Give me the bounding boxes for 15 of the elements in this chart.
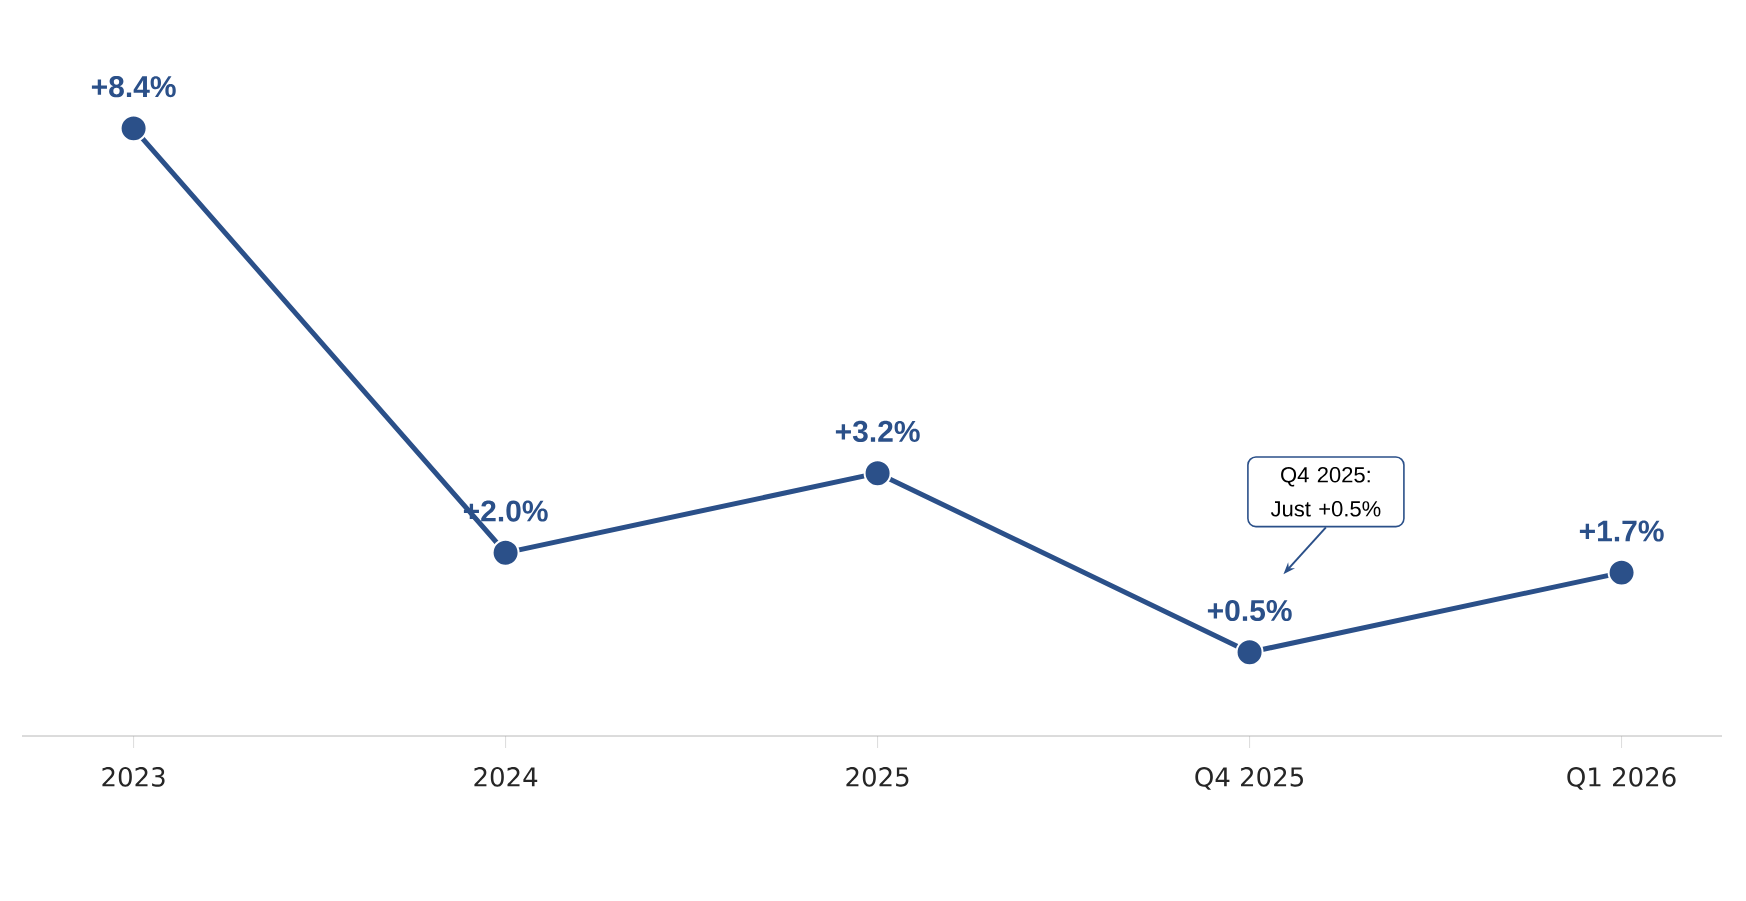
point [1607,558,1636,587]
point [863,459,892,488]
x-tick-label: 2025 [846,767,909,787]
annotation: Q4 2025: Just +0.5% [1270,467,1381,517]
data-label: +1.7% [1579,520,1664,542]
data-label: +3.2% [835,420,920,443]
data-label: +8.4% [91,76,176,98]
point [119,114,148,143]
x-tick-label: 2024 [474,767,538,787]
x-tick-label: 2023 [102,767,165,787]
x-tick-label: Q4 2025 [1195,767,1303,790]
point [491,538,520,567]
x-tick-label: Q1 2026 [1567,767,1676,790]
data-label: +0.5% [1207,599,1292,622]
point [1235,638,1264,667]
